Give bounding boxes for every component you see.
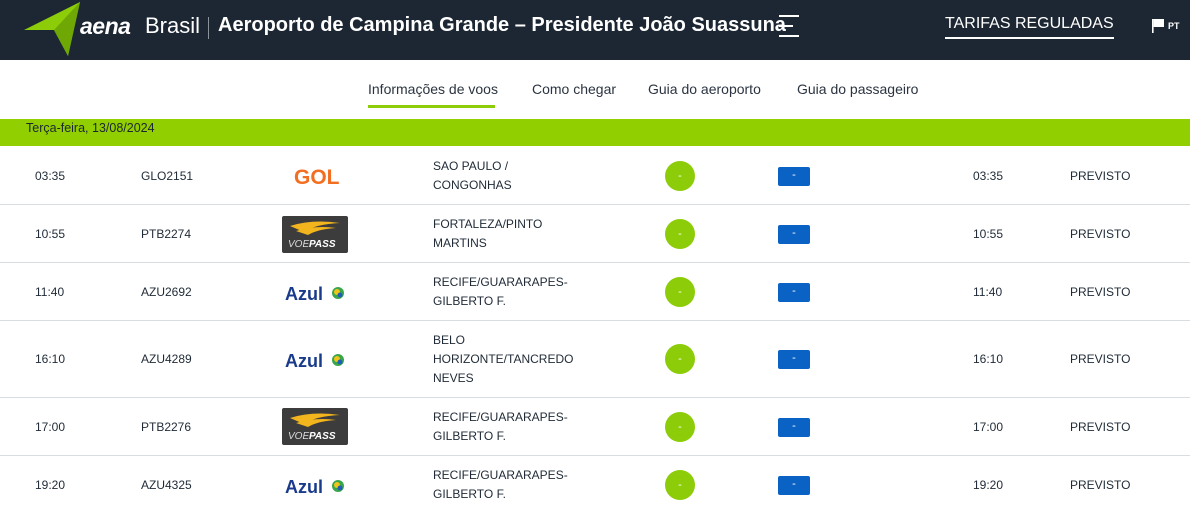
estimated-time: 03:35 (973, 169, 1004, 183)
gate-indicator: - (665, 412, 695, 442)
flight-number: AZU4289 (141, 352, 192, 366)
flight-number: PTB2276 (141, 420, 192, 434)
destination: FORTALEZA/PINTO MARTINS (433, 217, 543, 250)
language-selector[interactable]: PT (1152, 18, 1180, 34)
scheduled-time: 03:35 (35, 169, 66, 183)
scheduled-time: 16:10 (35, 352, 66, 366)
brand-country: Brasil (145, 13, 201, 38)
estimated-time: 17:00 (973, 420, 1004, 434)
belt-indicator: - (778, 418, 810, 437)
gate-indicator: - (665, 219, 695, 249)
destination: BELO HORIZONTE/TANCREDO NEVES (433, 333, 574, 385)
azul-logo-icon: Azul (282, 340, 348, 377)
voepass-logo-icon: VOE PASS (282, 408, 348, 445)
aena-wing-logo-icon[interactable] (24, 2, 82, 56)
nav-tab-passenger-guide[interactable]: Guia do passageiro (797, 81, 919, 97)
destination: RECIFE/GUARARAPES-GILBERTO F. (433, 275, 568, 308)
scheduled-time: 10:55 (35, 227, 66, 241)
destination: SAO PAULO / CONGONHAS (433, 159, 512, 192)
flight-number: GLO2151 (141, 169, 194, 183)
voepass-text-a: VOE (288, 431, 309, 442)
scheduled-time: 17:00 (35, 420, 66, 434)
scheduled-time: 19:20 (35, 478, 66, 492)
belt-indicator: - (778, 167, 810, 186)
belt-indicator: - (778, 225, 810, 244)
gol-logo-icon: GOL (282, 157, 348, 194)
belt-indicator: - (778, 476, 810, 495)
active-tab-indicator (368, 105, 495, 108)
gate-indicator: - (665, 277, 695, 307)
flight-row[interactable]: 11:40 AZU2692 Azul RECIFE/GUARARAPES-GIL… (0, 263, 1190, 321)
gate-indicator: - (665, 470, 695, 500)
azul-logo-text: Azul (285, 477, 323, 497)
estimated-time: 16:10 (973, 352, 1004, 366)
main-nav: Informações de voos Como chegar Guia do … (0, 60, 1190, 118)
gate-indicator: - (665, 161, 695, 191)
date-bar: Terça-feira, 13/08/2024 (0, 119, 1190, 146)
flight-status: PREVISTO (1070, 227, 1131, 241)
azul-logo-text: Azul (285, 284, 323, 304)
top-header: aena Brasil Aeroporto de Campina Grande … (0, 0, 1190, 60)
flight-row[interactable]: 17:00 PTB2276 VOE PASS RECIFE/GUARARAPES… (0, 398, 1190, 456)
brand-divider (208, 17, 209, 39)
flight-row[interactable]: 19:20 AZU4325 Azul RECIFE/GUARARAPES-GIL… (0, 456, 1190, 512)
belt-indicator: - (778, 350, 810, 369)
voepass-text-b: PASS (309, 239, 336, 250)
date-label: Terça-feira, 13/08/2024 (26, 121, 155, 135)
azul-logo-icon: Azul (282, 466, 348, 503)
azul-logo-icon: Azul (282, 273, 348, 310)
azul-logo-text: Azul (285, 351, 323, 371)
flight-number: AZU2692 (141, 285, 192, 299)
estimated-time: 10:55 (973, 227, 1004, 241)
brand-aena[interactable]: aena (80, 13, 131, 39)
flight-status: PREVISTO (1070, 478, 1131, 492)
nav-tab-how-to-get[interactable]: Como chegar (532, 81, 617, 97)
flight-status: PREVISTO (1070, 285, 1131, 299)
destination: RECIFE/GUARARAPES-GILBERTO F. (433, 468, 568, 501)
estimated-time: 11:40 (973, 285, 1003, 299)
flight-row[interactable]: 03:35 GLO2151 GOL SAO PAULO / CONGONHAS … (0, 147, 1190, 205)
flight-status: PREVISTO (1070, 420, 1131, 434)
gol-logo-text: GOL (294, 166, 340, 189)
scheduled-time: 11:40 (35, 285, 65, 299)
flight-row[interactable]: 16:10 AZU4289 Azul BELO HORIZONTE/TANCRE… (0, 321, 1190, 398)
destination: RECIFE/GUARARAPES-GILBERTO F. (433, 410, 568, 443)
hamburger-menu-icon[interactable] (779, 15, 799, 39)
flight-status: PREVISTO (1070, 352, 1131, 366)
flight-status: PREVISTO (1070, 169, 1131, 183)
language-label: PT (1168, 21, 1180, 31)
voepass-text-a: VOE (288, 239, 309, 250)
airport-title: Aeroporto de Campina Grande – Presidente… (218, 14, 786, 36)
flight-number: AZU4325 (141, 478, 192, 492)
belt-indicator: - (778, 283, 810, 302)
voepass-text-b: PASS (309, 431, 336, 442)
nav-tab-flight-info[interactable]: Informações de voos (368, 81, 498, 97)
tarifas-reguladas-link[interactable]: TARIFAS REGULADAS (945, 15, 1114, 39)
gate-indicator: - (665, 344, 695, 374)
flight-row[interactable]: 10:55 PTB2274 VOE PASS FORTALEZA/PINTO M… (0, 205, 1190, 263)
nav-tab-airport-guide[interactable]: Guia do aeroporto (648, 81, 761, 97)
flag-icon (1152, 19, 1164, 33)
flight-number: PTB2274 (141, 227, 192, 241)
voepass-logo-icon: VOE PASS (282, 216, 348, 253)
estimated-time: 19:20 (973, 478, 1004, 492)
